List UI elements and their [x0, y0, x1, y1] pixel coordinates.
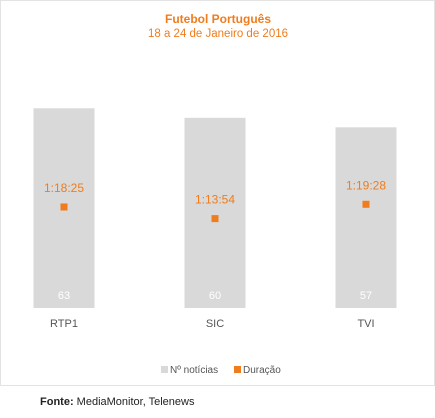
bar-value-sic: 60	[209, 290, 221, 302]
bar-sic[interactable]	[184, 117, 246, 308]
chart-title: Futebol Português	[165, 12, 271, 26]
duration-label-tvi: 1:19:28	[346, 178, 386, 192]
category-label-sic: SIC	[206, 318, 224, 330]
plot-area: 63 RTP1 1:18:25 60 SIC 1:13:54 57 TVI 1:19:28	[33, 108, 397, 330]
source-label: Fonte:	[40, 396, 74, 408]
legend-swatch-duracao	[234, 366, 241, 373]
source-note: Fonte: MediaMonitor, Telenews	[40, 396, 194, 408]
source-text: MediaMonitor, Telenews	[76, 396, 195, 408]
bar-value-rtp1: 63	[58, 290, 70, 302]
legend: Nº notícias Duração	[161, 365, 281, 376]
duration-label-sic: 1:13:54	[195, 193, 235, 207]
legend-label-noticias[interactable]: Nº notícias	[170, 365, 218, 376]
duration-marker-rtp1[interactable]	[60, 203, 68, 211]
chart: Futebol Português 18 a 24 de Janeiro de …	[33, 12, 397, 376]
duration-marker-tvi[interactable]	[362, 200, 370, 208]
bar-value-tvi: 57	[360, 290, 372, 302]
category-label-rtp1: RTP1	[50, 318, 78, 330]
legend-swatch-noticias	[161, 366, 168, 373]
duration-marker-sic[interactable]	[211, 215, 219, 223]
category-label-tvi: TVI	[357, 318, 374, 330]
bar-tvi[interactable]	[335, 127, 397, 308]
chart-subtitle: 18 a 24 de Janeiro de 2016	[148, 28, 288, 40]
legend-label-duracao[interactable]: Duração	[243, 365, 281, 376]
duration-label-rtp1: 1:18:25	[44, 181, 84, 195]
